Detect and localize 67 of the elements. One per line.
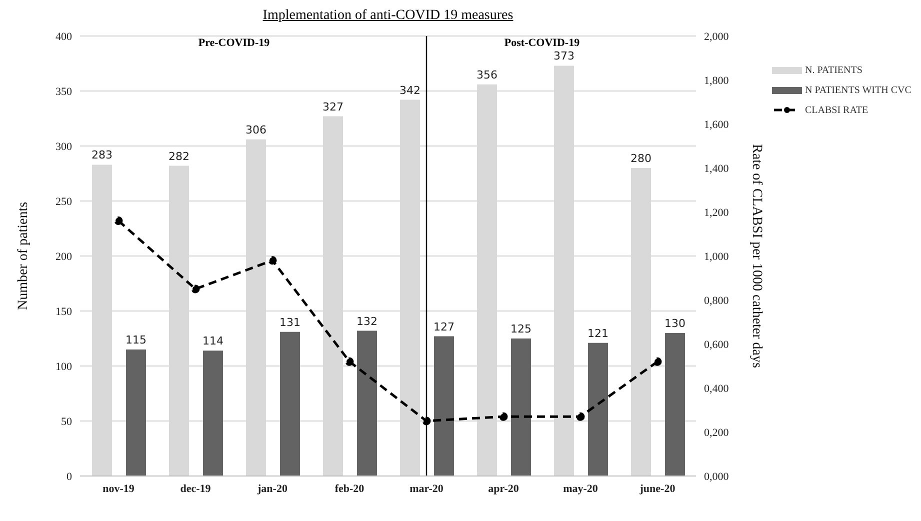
data-label: 356 bbox=[476, 68, 498, 82]
data-label: 125 bbox=[510, 322, 532, 336]
data-label: 280 bbox=[630, 152, 652, 165]
data-label: 342 bbox=[400, 84, 420, 97]
x-tick-label: jan-20 bbox=[256, 482, 288, 495]
x-tick-label: apr-20 bbox=[488, 482, 520, 495]
data-label: 127 bbox=[434, 320, 454, 334]
y2-tick-label: 1,600 bbox=[704, 118, 730, 131]
point bbox=[576, 412, 585, 421]
y-tick-label: 150 bbox=[56, 306, 72, 318]
point bbox=[345, 357, 354, 366]
data-label: 115 bbox=[126, 334, 146, 346]
x-tick-label: june-20 bbox=[638, 482, 676, 495]
y-tick-label: 300 bbox=[56, 140, 72, 153]
annotation: Post-COVID-19 bbox=[503, 37, 581, 49]
data-label: 132 bbox=[356, 314, 378, 328]
point bbox=[268, 256, 277, 265]
y2-tick-label: 0,600 bbox=[704, 338, 730, 351]
y2-tick-label: 0,800 bbox=[704, 294, 730, 307]
bar bbox=[357, 330, 377, 476]
y2-axis-title: Rate of CLABSI per 1000 catheter days bbox=[749, 144, 764, 368]
data-label: 121 bbox=[588, 326, 608, 340]
x-tick-label: mar-20 bbox=[410, 482, 444, 495]
x-tick-label: may-20 bbox=[563, 482, 598, 495]
y2-tick-label: 1,000 bbox=[704, 250, 730, 263]
point bbox=[114, 216, 123, 226]
data-label: 373 bbox=[554, 50, 574, 63]
y-tick-label: 100 bbox=[56, 360, 72, 373]
data-label: 306 bbox=[246, 123, 266, 136]
y-tick-label: 400 bbox=[56, 30, 72, 43]
x-tick-label: feb-20 bbox=[334, 482, 365, 495]
y2-tick-label: 1,200 bbox=[704, 206, 730, 219]
point bbox=[499, 412, 508, 421]
data-label: 282 bbox=[168, 150, 190, 163]
data-label: 327 bbox=[322, 100, 344, 114]
legend-label: CLABSI RATE bbox=[805, 104, 868, 116]
legend-label: N. PATIENTS bbox=[805, 64, 862, 76]
bar bbox=[511, 338, 531, 476]
bar bbox=[126, 350, 146, 476]
y-axis-title: Number of patients bbox=[16, 202, 31, 310]
annotation: Pre-COVID-19 bbox=[197, 37, 271, 49]
bar bbox=[588, 342, 608, 476]
bar bbox=[280, 332, 300, 476]
y-tick-label: 0 bbox=[66, 470, 72, 483]
y2-tick-label: 0,400 bbox=[704, 382, 730, 395]
data-label: 130 bbox=[664, 317, 686, 330]
x-tick-label: nov-19 bbox=[102, 482, 135, 495]
legend-label: N PATIENTS WITH CVC bbox=[805, 84, 912, 96]
y2-tick-label: 0,200 bbox=[704, 426, 730, 439]
bar bbox=[665, 333, 685, 476]
y2-tick-label: 2,000 bbox=[704, 30, 730, 43]
x-tick-label: dec-19 bbox=[180, 482, 212, 495]
point bbox=[191, 284, 200, 294]
y-tick-label: 250 bbox=[56, 196, 72, 208]
point bbox=[422, 416, 431, 426]
y2-tick-label: 1,400 bbox=[704, 162, 730, 175]
y-tick-label: 50 bbox=[61, 416, 72, 428]
y-tick-label: 200 bbox=[56, 250, 72, 263]
chart-title: Implementation of anti-COVID 19 measures bbox=[262, 8, 514, 24]
y-tick-label: 350 bbox=[56, 86, 72, 98]
data-label: 114 bbox=[202, 334, 224, 348]
bar bbox=[434, 336, 454, 476]
bar bbox=[203, 350, 223, 476]
data-label: 283 bbox=[92, 148, 112, 162]
y2-tick-label: 0,000 bbox=[704, 470, 730, 483]
y2-tick-label: 1,800 bbox=[704, 74, 730, 87]
data-label: 131 bbox=[280, 316, 300, 329]
